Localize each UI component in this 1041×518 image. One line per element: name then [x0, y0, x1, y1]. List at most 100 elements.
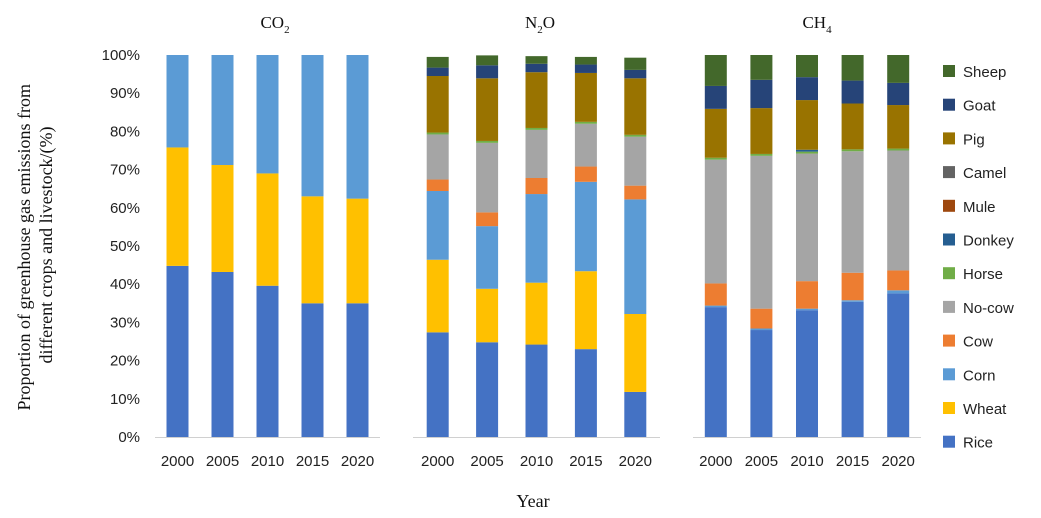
- bar-segment: [704, 159, 727, 284]
- legend-label: Cow: [963, 334, 993, 351]
- x-tick-label: 2010: [790, 453, 823, 470]
- bar-segment: [476, 212, 499, 227]
- x-tick-label: 2015: [296, 453, 329, 470]
- bar-segment: [796, 281, 818, 309]
- bar-segment: [525, 56, 548, 64]
- x-tick-label: 2020: [619, 453, 652, 470]
- bar-segment: [301, 196, 324, 304]
- bar-segment: [166, 147, 189, 266]
- bar-segment: [574, 64, 597, 73]
- bar-segment: [841, 300, 864, 302]
- bar-segment: [796, 55, 818, 78]
- bar-segment: [750, 328, 773, 331]
- x-tick-label: 2015: [569, 453, 602, 470]
- bar-segment: [704, 307, 727, 437]
- bar-segment: [796, 100, 818, 150]
- bar-segment: [704, 85, 727, 109]
- bar-segment: [476, 78, 499, 141]
- bar-segment: [841, 55, 864, 81]
- legend-label: Wheat: [963, 401, 1007, 418]
- bar-segment: [525, 127, 548, 130]
- bar-segment: [476, 226, 499, 289]
- bar-segment: [426, 190, 449, 260]
- bar-segment: [574, 166, 597, 182]
- bar-segment: [476, 65, 499, 79]
- bar-segment: [624, 134, 647, 137]
- legend-label: Pig: [963, 131, 985, 148]
- bar-segment: [841, 151, 864, 273]
- legend-label: Corn: [963, 367, 996, 384]
- x-tick-label: 2020: [341, 453, 374, 470]
- bar-segment: [796, 310, 818, 437]
- bar-segment: [750, 55, 773, 80]
- bar-segment: [750, 79, 773, 109]
- bar-segment: [887, 270, 910, 291]
- bar-segment: [704, 55, 727, 86]
- legend-label: Camel: [963, 165, 1006, 182]
- chart-legend: Sheep Goat Pig Camel Mule Donkey Horse No-cow Co…: [943, 64, 1014, 452]
- legend-swatch: [943, 435, 955, 448]
- x-tick-label: 2005: [745, 453, 778, 470]
- bar-segment: [525, 63, 548, 73]
- panel-title: N2O: [525, 13, 555, 36]
- bar-segment: [750, 153, 773, 156]
- bar-segment: [301, 55, 324, 197]
- bar-segment: [525, 129, 548, 179]
- bar-segment: [704, 157, 727, 160]
- legend-label: Sheep: [963, 64, 1006, 81]
- bar-segment: [525, 344, 548, 437]
- x-tick-label: 2000: [161, 453, 194, 470]
- bar-segment: [426, 132, 449, 135]
- panel-title: CO2: [260, 13, 289, 36]
- legend-label: Goat: [963, 98, 996, 115]
- bar-segment: [750, 330, 773, 437]
- bar-segment: [750, 308, 773, 329]
- bar-segment: [887, 293, 910, 437]
- chart-panels: CO2 2000 2005 2010 2015 2020 N2O 2000 2005 2010 20…: [155, 13, 921, 470]
- bar-segment: [887, 82, 910, 106]
- bar-segment: [256, 55, 279, 174]
- x-tick-label: 2015: [836, 453, 869, 470]
- panel-title: CH4: [802, 13, 832, 36]
- bar-segment: [476, 140, 499, 143]
- y-axis-title-line1: Proportion of greenhouse gas emissions f…: [14, 84, 34, 410]
- bar-segment: [841, 103, 864, 150]
- bar-segment: [574, 72, 597, 122]
- y-axis-title: Proportion of greenhouse gas emissions f…: [14, 80, 57, 411]
- bar-segment: [887, 105, 910, 149]
- bar-segment: [211, 55, 234, 166]
- legend-swatch: [943, 368, 955, 381]
- legend-swatch: [943, 233, 955, 246]
- bar-segment: [476, 142, 499, 213]
- y-tick-label: 100%: [102, 47, 140, 64]
- bar-segment: [750, 155, 773, 309]
- y-tick-label: 30%: [110, 314, 140, 331]
- legend-swatch: [943, 132, 955, 145]
- bar-segment: [574, 121, 597, 124]
- bar-segment: [166, 55, 189, 148]
- y-tick-label: 0%: [118, 429, 140, 446]
- bar-segment: [574, 271, 597, 350]
- legend-label: Mule: [963, 199, 996, 216]
- bar-segment: [211, 165, 234, 272]
- bar-segment: [841, 301, 864, 437]
- bar-segment: [476, 288, 499, 343]
- legend-label: Donkey: [963, 233, 1014, 250]
- panel-1: CO2 2000 2005 2010 2015 2020: [155, 13, 380, 470]
- bar-segment: [796, 153, 818, 282]
- panel-3: CH4 2000 2005 2010 2015 2020: [693, 13, 921, 470]
- bar-segment: [525, 194, 548, 283]
- legend-swatch: [943, 65, 955, 77]
- x-tick-label: 2010: [520, 453, 553, 470]
- y-axis-title-line2: different crops and livestock/(%): [36, 126, 57, 363]
- bar-segment: [426, 67, 449, 77]
- legend-swatch: [943, 267, 955, 280]
- bar-segment: [624, 199, 647, 314]
- bar-segment: [346, 303, 369, 437]
- bar-segment: [704, 305, 727, 308]
- bar-segment: [346, 55, 369, 199]
- y-tick-label: 80%: [110, 123, 140, 140]
- bar-segment: [887, 150, 910, 271]
- y-tick-label: 60%: [110, 200, 140, 217]
- x-tick-label: 2000: [699, 453, 732, 470]
